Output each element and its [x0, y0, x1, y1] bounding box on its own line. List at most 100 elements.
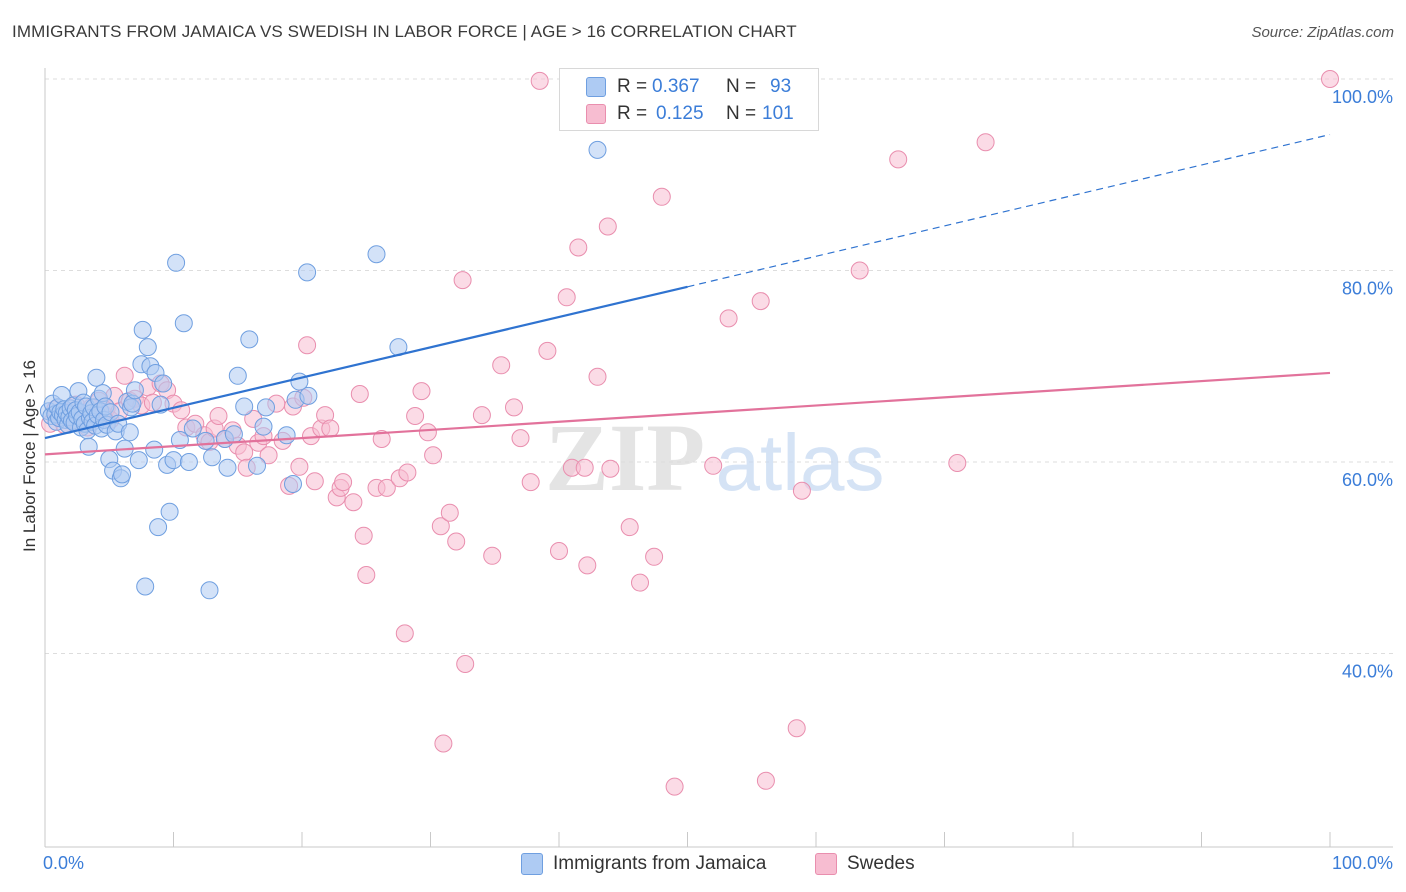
data-point-swedes: [418, 423, 437, 442]
data-point-swedes: [645, 547, 664, 566]
data-point-swedes: [290, 457, 309, 476]
legend-swatch-jamaica: [586, 77, 606, 97]
data-point-swedes: [357, 566, 376, 584]
legend-n-value: 101: [762, 103, 794, 124]
y-axis-label: In Labor Force | Age > 16: [20, 359, 39, 553]
data-point-jamaica: [277, 426, 296, 445]
legend-n-label: N =: [726, 76, 757, 97]
data-point-swedes: [751, 292, 770, 311]
data-point-jamaica: [164, 451, 183, 470]
data-point-swedes: [976, 133, 995, 152]
tick-labels: 100.0% 80.0% 60.0% 40.0% 0.0% 100.0%: [43, 87, 1393, 873]
grid-lines: [45, 78, 1393, 654]
data-point-jamaica: [179, 453, 198, 471]
data-point-swedes: [305, 472, 324, 491]
data-point-swedes: [431, 517, 450, 536]
legend-r-value: 0.125: [656, 103, 704, 124]
data-point-jamaica: [174, 314, 193, 333]
data-point-swedes: [298, 336, 317, 355]
chart-title: IMMIGRANTS FROM JAMAICA VS SWEDISH IN LA…: [12, 22, 797, 41]
data-point-jamaica: [240, 330, 259, 349]
data-point-swedes: [569, 238, 588, 257]
legend-swatch-swedes: [586, 104, 606, 124]
trend-line-jamaica: [44, 285, 688, 440]
data-point-jamaica: [284, 475, 302, 493]
x-tick-label: 100.0%: [1332, 853, 1393, 873]
correlation-legend: R = 0.367 N = 93 R = 0.125 N = 101: [559, 68, 819, 131]
y-tick-label: 100.0%: [1332, 87, 1393, 107]
data-point-jamaica: [196, 431, 215, 450]
data-point-swedes: [530, 71, 549, 90]
data-point-jamaica: [257, 398, 275, 417]
data-point-swedes: [557, 288, 576, 307]
data-point-jamaica: [367, 245, 386, 264]
data-point-swedes: [350, 385, 369, 403]
data-point-swedes: [601, 459, 620, 478]
legend-swatch-jamaica: [521, 853, 543, 875]
data-point-swedes: [598, 217, 617, 236]
data-point-jamaica: [248, 456, 266, 475]
source-label: Source: ZipAtlas.com: [1251, 24, 1394, 41]
data-point-swedes: [259, 446, 278, 465]
legend-n-label: N =: [726, 103, 757, 124]
data-point-swedes: [538, 341, 557, 360]
data-point-jamaica: [87, 368, 106, 387]
data-point-swedes: [578, 556, 597, 575]
y-tick-label: 60.0%: [1342, 470, 1393, 490]
trend-line-jamaica-extension: [687, 133, 1331, 288]
data-point-swedes: [456, 655, 475, 673]
data-point-swedes: [850, 261, 869, 280]
data-point-swedes: [344, 493, 363, 512]
data-point-jamaica: [149, 518, 168, 537]
data-point-jamaica: [145, 440, 164, 459]
data-point-jamaica: [113, 465, 132, 484]
data-point-swedes: [665, 777, 684, 796]
data-point-swedes: [440, 503, 459, 522]
data-point-swedes: [652, 187, 671, 206]
data-point-swedes: [434, 734, 453, 753]
data-point-jamaica: [138, 338, 157, 357]
data-point-swedes: [505, 398, 523, 417]
data-point-swedes: [472, 406, 491, 425]
watermark: ZIP atlas: [545, 404, 885, 511]
data-point-jamaica: [200, 581, 219, 600]
data-point-swedes: [787, 719, 806, 738]
data-point-swedes: [377, 478, 396, 497]
data-point-swedes: [372, 430, 391, 448]
data-point-jamaica: [228, 366, 247, 385]
data-point-swedes: [575, 458, 594, 477]
data-point-jamaica: [120, 423, 139, 442]
data-point-jamaica: [224, 425, 243, 444]
data-point-swedes: [550, 542, 568, 560]
data-point-swedes: [334, 473, 353, 492]
data-point-jamaica: [125, 381, 144, 400]
legend-r-label: R =: [617, 103, 648, 124]
data-point-jamaica: [154, 374, 173, 393]
data-point-jamaica: [299, 386, 318, 405]
y-tick-label: 40.0%: [1342, 662, 1393, 682]
data-point-swedes: [412, 382, 431, 401]
legend-label-swedes: Swedes: [847, 853, 915, 874]
trend-lines: [44, 133, 1331, 456]
data-point-swedes: [704, 456, 723, 475]
data-point-jamaica: [170, 431, 189, 449]
data-point-swedes: [1321, 70, 1339, 88]
data-point-jamaica: [203, 448, 222, 467]
trend-line-swedes: [44, 371, 1331, 456]
data-point-swedes: [756, 771, 775, 790]
data-point-swedes: [483, 546, 502, 565]
legend-label-jamaica: Immigrants from Jamaica: [553, 853, 767, 874]
watermark-zip: ZIP: [545, 404, 705, 511]
data-point-jamaica: [136, 577, 155, 596]
legend-r-label: R =: [617, 76, 648, 97]
data-point-swedes: [453, 271, 472, 290]
data-point-jamaica: [183, 419, 202, 438]
data-point-swedes: [948, 454, 967, 472]
data-point-swedes: [631, 573, 649, 592]
data-point-swedes: [321, 419, 340, 438]
data-point-swedes: [492, 356, 511, 375]
data-point-swedes: [424, 446, 443, 465]
legend-swatch-swedes: [815, 853, 837, 875]
data-point-jamaica: [218, 458, 237, 477]
